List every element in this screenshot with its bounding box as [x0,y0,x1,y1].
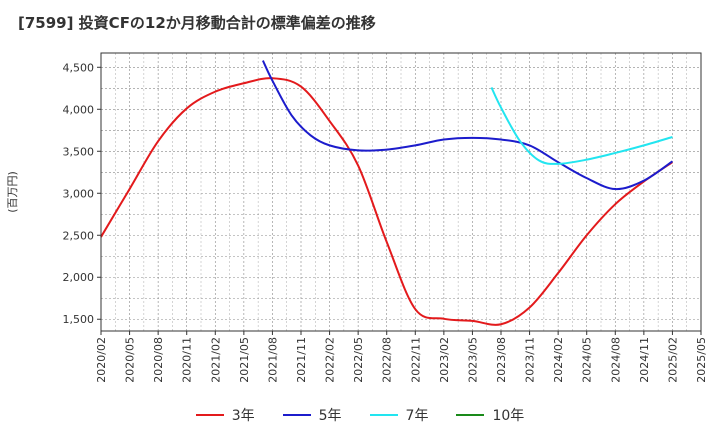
x-tick-label: 2023/02 [438,337,451,383]
legend-item: 7年 [369,405,429,425]
x-tick-label: 2020/08 [152,337,165,383]
y-tick-label: 3,500 [63,145,95,158]
plot-frame [100,52,702,332]
y-tick-label: 4,500 [63,61,95,74]
legend-label: 5年 [318,408,342,424]
x-tick-label: 2020/02 [95,337,108,383]
legend: 3年 5年 7年 10年 [0,404,720,426]
x-tick-label: 2021/02 [209,337,222,383]
legend-item: 3年 [195,405,255,425]
x-tick-label: 2021/08 [266,337,279,383]
x-tick-label: 2024/11 [638,337,651,383]
y-tick-label: 1,500 [63,313,95,326]
x-tick-label: 2020/11 [181,337,194,383]
legend-swatch [195,414,224,416]
legend-swatch [369,414,398,416]
y-tick-label: 2,000 [63,271,95,284]
x-tick-label: 2024/08 [609,337,622,383]
series-line-0 [100,77,673,326]
series-line-1 [262,60,673,191]
y-axis-label: (百万円) [6,171,19,213]
grid-lines [100,53,702,331]
chart-title: [7599] 投資CFの12か月移動合計の標準偏差の推移 [18,14,376,32]
legend-swatch [456,414,485,416]
series-lines [100,60,673,326]
legend-label: 7年 [405,408,429,424]
x-tick-label: 2022/08 [381,337,394,383]
legend-item: 10年 [456,405,524,425]
y-tick-label: 4,000 [63,103,95,116]
x-tick-label: 2022/05 [352,337,365,383]
y-axis-ticks: 1,500 2,000 2,500 3,000 3,500 4,000 4,500 [63,61,101,326]
x-tick-label: 2023/11 [524,337,537,383]
x-tick-label: 2022/11 [409,337,422,383]
legend-label: 3年 [231,408,255,424]
line-chart: 1,500 2,000 2,500 3,000 3,500 4,000 4,500 2020… [6,52,708,383]
x-tick-label: 2025/02 [666,337,679,383]
series-line-2 [490,87,673,165]
x-tick-label: 2023/08 [495,337,508,383]
x-tick-label: 2020/05 [124,337,137,383]
x-tick-label: 2022/02 [324,337,337,383]
legend-item: 5年 [282,405,342,425]
x-tick-label: 2024/02 [552,337,565,383]
x-tick-label: 2021/05 [238,337,251,383]
x-axis-ticks: 2020/02 2020/05 2020/08 2020/11 2021/02 2021/… [95,331,708,383]
y-tick-label: 3,000 [63,187,95,200]
legend-label: 10年 [492,408,525,424]
y-tick-label: 2,500 [63,229,95,242]
legend-swatch [282,414,311,416]
x-tick-label: 2025/05 [695,337,708,383]
x-tick-label: 2021/11 [295,337,308,383]
x-tick-label: 2024/05 [581,337,594,383]
x-tick-label: 2023/05 [466,337,479,383]
